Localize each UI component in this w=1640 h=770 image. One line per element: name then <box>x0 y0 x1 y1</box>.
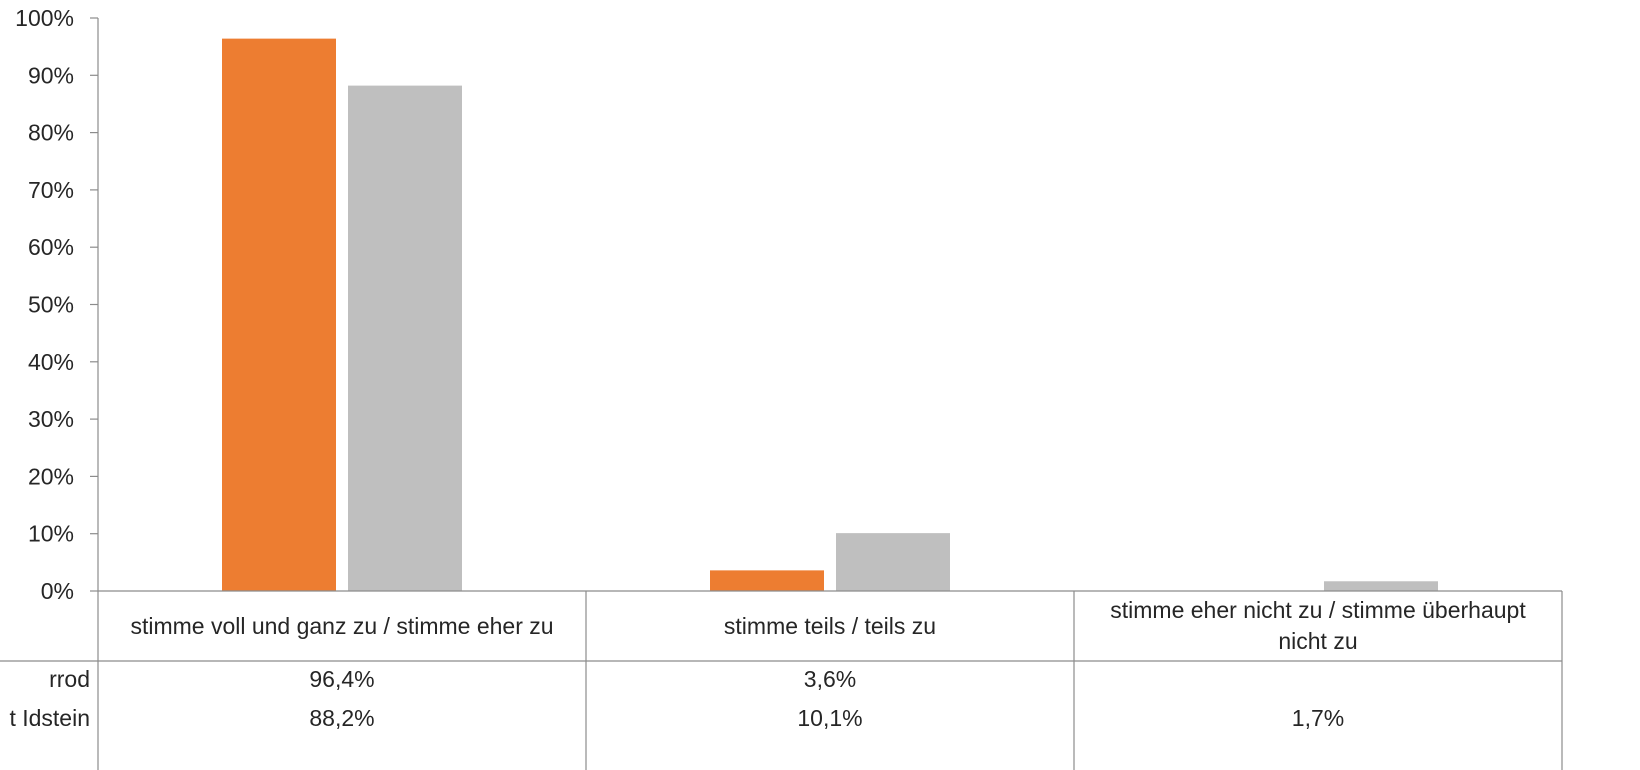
data-table-grid <box>0 590 1563 770</box>
y-tick-label: 40% <box>28 349 74 375</box>
bar-series2 <box>348 85 462 591</box>
data-label: 10,1% <box>797 705 863 731</box>
bar-series2 <box>836 533 950 591</box>
bar-series1 <box>222 38 336 592</box>
series-name-label: rrod <box>49 666 90 692</box>
x-category-label: stimme voll und ganz zu / stimme eher zu <box>130 612 554 639</box>
data-label: 96,4% <box>309 666 375 692</box>
bar-series2 <box>1324 581 1438 591</box>
data-label: 88,2% <box>309 705 375 731</box>
y-tick-label: 100% <box>15 5 74 31</box>
y-tick-label: 70% <box>28 177 74 203</box>
y-tick-label: 0% <box>41 578 74 604</box>
y-axis: 0% 10% 20% 30% 40% 50% 60% 70% 80% 90% 100% <box>15 5 99 604</box>
data-label: 1,7% <box>1291 705 1345 731</box>
y-tick-label: 20% <box>28 463 74 489</box>
bars <box>222 38 1438 592</box>
data-label: 3,6% <box>803 666 857 692</box>
y-tick-label: 30% <box>28 406 74 432</box>
bar-series1 <box>710 570 824 591</box>
y-tick-label: 60% <box>28 234 74 260</box>
y-tick-label: 90% <box>28 62 74 88</box>
x-category-label: stimme teils / teils zu <box>723 612 937 639</box>
series-name-label: t Idstein <box>9 705 90 731</box>
y-tick-label: 80% <box>28 120 74 146</box>
y-tick-label: 50% <box>28 292 74 318</box>
x-category-label: stimme eher nicht zu / stimme überhaupt … <box>1110 597 1526 654</box>
y-tick-label: 10% <box>28 521 74 547</box>
